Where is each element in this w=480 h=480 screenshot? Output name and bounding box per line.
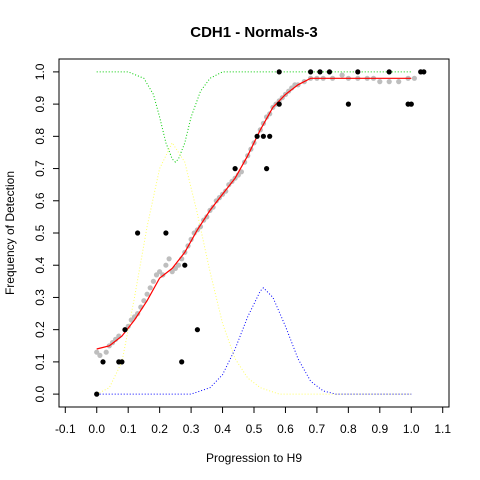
smoothed-points-layer: [94, 73, 417, 359]
x-tick-label: 0.6: [277, 422, 294, 436]
plot-frame: [59, 59, 449, 407]
smoothed-point: [340, 73, 345, 78]
x-tick-label: 1.1: [434, 422, 451, 436]
y-tick-label: 0.3: [33, 289, 47, 306]
observed-point: [277, 102, 282, 107]
smoothed-point: [377, 79, 382, 84]
observed-point: [182, 263, 187, 268]
smoothed-point: [148, 285, 153, 290]
y-tick-label: 0.8: [33, 128, 47, 145]
observed-point: [179, 359, 184, 364]
x-tick-label: -0.1: [55, 422, 76, 436]
y-axis: 0.0 0.1 0.2 0.3 0.4 0.5 0.6 0.7 0.8 0.9 1.0: [33, 63, 59, 402]
observed-point: [100, 359, 105, 364]
fit-line: [97, 78, 412, 349]
observed-point: [195, 327, 200, 332]
y-tick-label: 0.9: [33, 95, 47, 112]
observed-point: [135, 230, 140, 235]
y-tick-label: 0.6: [33, 192, 47, 209]
fit-line-layer: [97, 78, 412, 349]
x-tick-label: 0.7: [309, 422, 326, 436]
observed-point: [355, 69, 360, 74]
smoothed-point: [163, 263, 168, 268]
x-tick-label: 0.8: [340, 422, 357, 436]
y-tick-label: 0.4: [33, 257, 47, 274]
observed-point: [264, 166, 269, 171]
smoothed-point: [412, 76, 417, 81]
smoothed-point: [145, 292, 150, 297]
y-tick-label: 0.7: [33, 160, 47, 177]
smoothed-point: [396, 79, 401, 84]
density-curve-4: [97, 143, 412, 394]
y-tick-label: 0.1: [33, 353, 47, 370]
x-tick-label: 0.3: [183, 422, 200, 436]
observed-point: [122, 327, 127, 332]
observed-point: [317, 69, 322, 74]
observed-point: [421, 69, 426, 74]
x-axis: -0.1 0.0 0.1 0.2 0.3 0.4 0.5 0.6 0.7 0.8 0.9 1.0 1.1: [55, 407, 451, 436]
y-tick-label: 0.2: [33, 321, 47, 338]
observed-point: [119, 359, 124, 364]
observed-point: [409, 102, 414, 107]
smoothed-point: [104, 350, 109, 355]
curves-layer: [97, 72, 412, 394]
observed-point: [387, 69, 392, 74]
smoothed-point: [167, 256, 172, 261]
x-tick-label: 0.9: [371, 422, 388, 436]
observed-point: [261, 134, 266, 139]
observed-point: [233, 166, 238, 171]
density-curve-3: [97, 72, 412, 162]
observed-point: [308, 69, 313, 74]
x-tick-label: 0.0: [88, 422, 105, 436]
smoothed-point: [387, 79, 392, 84]
observed-point: [267, 134, 272, 139]
y-axis-label: Frequency of Detection: [3, 171, 17, 295]
x-tick-label: 0.5: [246, 422, 263, 436]
y-tick-label: 0.5: [33, 224, 47, 241]
observed-point: [327, 69, 332, 74]
x-axis-label: Progression to H9: [206, 451, 302, 465]
x-tick-label: 1.0: [403, 422, 420, 436]
observed-point: [94, 392, 99, 397]
x-tick-label: 0.2: [151, 422, 168, 436]
observed-point: [255, 134, 260, 139]
x-tick-label: 0.1: [120, 422, 137, 436]
y-tick-label: 1.0: [33, 63, 47, 80]
y-tick-label: 0.0: [33, 385, 47, 402]
smoothed-point: [151, 279, 156, 284]
observed-point: [163, 230, 168, 235]
chart-title: CDH1 - Normals-3: [190, 24, 318, 41]
observed-point: [346, 102, 351, 107]
observed-point: [277, 69, 282, 74]
smoothed-point: [97, 353, 102, 358]
density-curve-5: [97, 288, 412, 394]
x-tick-label: 0.4: [214, 422, 231, 436]
observed-points-layer: [94, 69, 426, 396]
